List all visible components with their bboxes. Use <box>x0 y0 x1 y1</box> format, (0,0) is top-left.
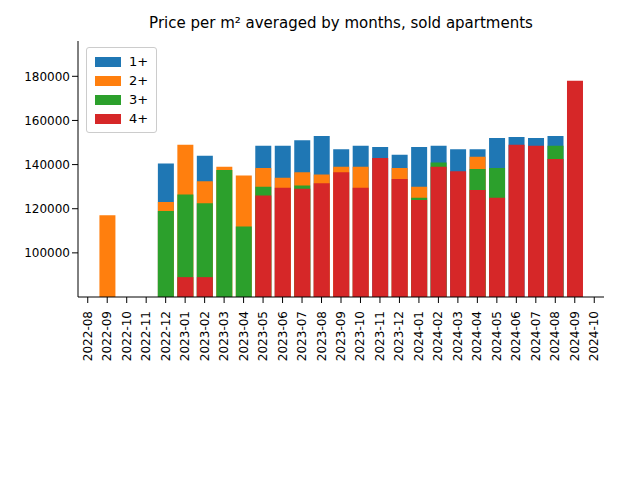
svg-text:2023-06: 2023-06 <box>276 311 290 361</box>
svg-text:2023-08: 2023-08 <box>315 311 329 361</box>
svg-text:2024-06: 2024-06 <box>509 311 523 361</box>
svg-text:2023-09: 2023-09 <box>334 311 348 361</box>
svg-text:2024-09: 2024-09 <box>568 311 582 361</box>
svg-text:2024-10: 2024-10 <box>587 311 601 361</box>
svg-text:2023-07: 2023-07 <box>295 311 309 361</box>
svg-text:2023-10: 2023-10 <box>353 311 367 361</box>
svg-text:120000: 120000 <box>24 202 70 216</box>
svg-text:2023-02: 2023-02 <box>198 311 212 361</box>
svg-text:2024-04: 2024-04 <box>470 311 484 361</box>
svg-text:2023-12: 2023-12 <box>392 311 406 361</box>
svg-text:2023-03: 2023-03 <box>217 311 231 361</box>
svg-text:2022-12: 2022-12 <box>159 311 173 361</box>
svg-text:2024-02: 2024-02 <box>431 311 445 361</box>
html-text:3+: 3+ <box>129 92 149 107</box>
svg-text:2024-08: 2024-08 <box>548 311 562 361</box>
svg-text:2023-05: 2023-05 <box>256 311 270 361</box>
svg-text:140000: 140000 <box>24 158 70 172</box>
svg-text:2023-11: 2023-11 <box>373 311 387 361</box>
html-text:2+: 2+ <box>129 73 149 88</box>
html-text:Price per m² averaged by month: Price per m² averaged by months, sold ap… <box>149 14 533 32</box>
svg-text:2022-09: 2022-09 <box>100 311 114 361</box>
svg-text:2024-05: 2024-05 <box>490 311 504 361</box>
svg-text:2022-10: 2022-10 <box>120 311 134 361</box>
html-text:1+: 1+ <box>129 54 149 69</box>
svg-text:160000: 160000 <box>24 114 70 128</box>
svg-text:180000: 180000 <box>24 70 70 84</box>
svg-text:2022-08: 2022-08 <box>81 311 95 361</box>
svg-text:2024-01: 2024-01 <box>412 311 426 361</box>
html-text:4+: 4+ <box>129 111 149 126</box>
svg-text:2024-03: 2024-03 <box>451 311 465 361</box>
svg-text:2023-01: 2023-01 <box>178 311 192 361</box>
svg-text:2024-07: 2024-07 <box>529 311 543 361</box>
svg-text:2022-11: 2022-11 <box>139 311 153 361</box>
svg-text:100000: 100000 <box>24 246 70 260</box>
svg-text:2023-04: 2023-04 <box>237 311 251 361</box>
